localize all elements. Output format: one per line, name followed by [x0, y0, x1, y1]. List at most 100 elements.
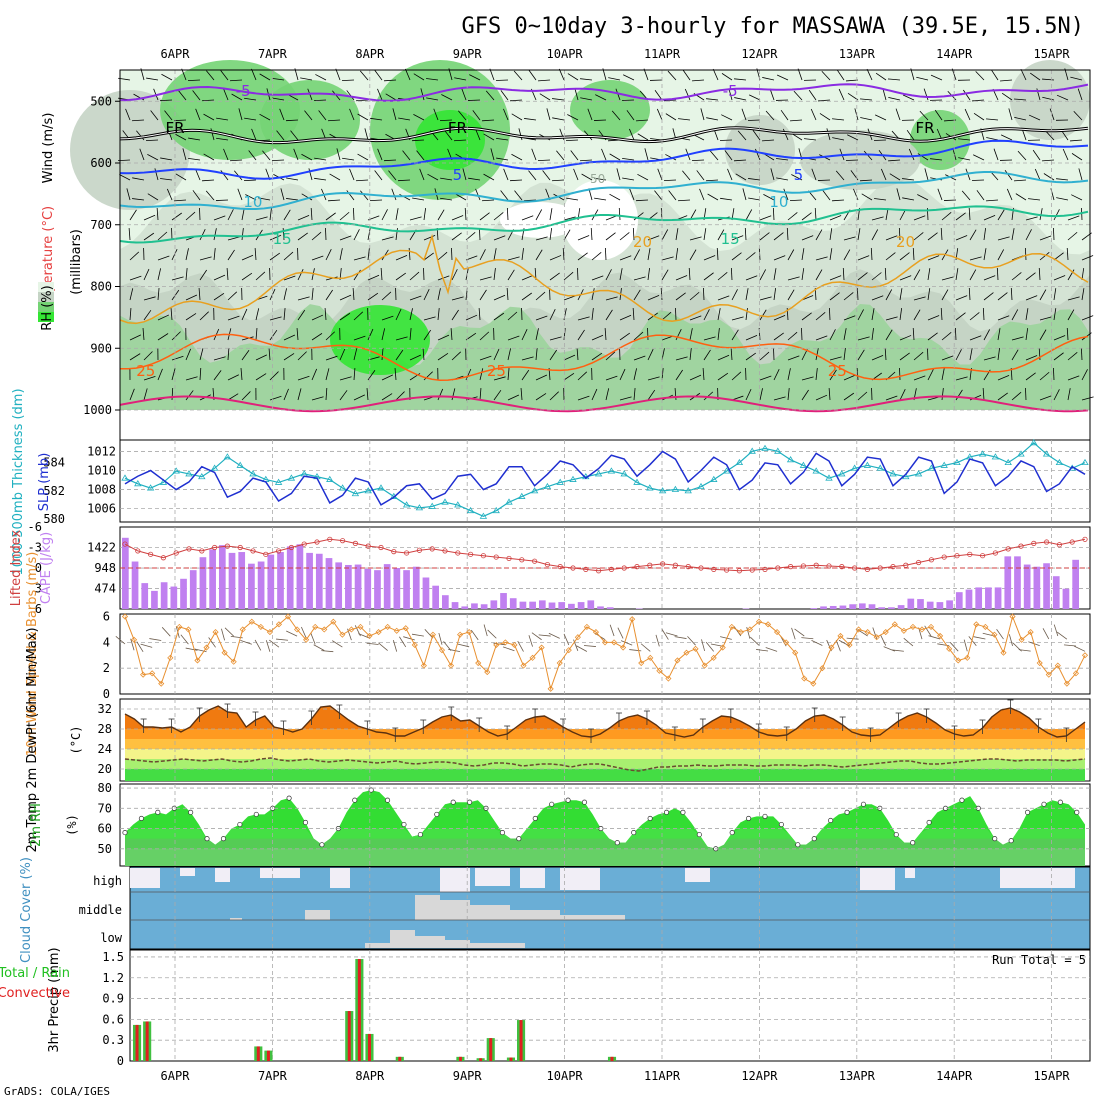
wind10m-barb	[548, 632, 560, 639]
upper-wind-barb	[227, 236, 240, 241]
upper-wind-barb	[700, 108, 705, 121]
upper-wind-barb	[860, 98, 873, 101]
upper-wind-barb	[220, 70, 229, 81]
upper-wind-barb	[125, 108, 131, 121]
cape-bar	[965, 589, 973, 609]
upper-wind-barb	[1025, 272, 1036, 281]
upper-wind-barb	[269, 371, 279, 381]
temp-band	[125, 769, 1085, 781]
wind10m-point	[574, 634, 581, 641]
upper-wind-barb	[633, 368, 637, 381]
upper-wind-barb	[976, 190, 985, 201]
upper-wind-barb	[283, 209, 291, 221]
upper-wind-barb	[143, 388, 148, 401]
upper-wind-barb	[314, 177, 327, 181]
lifted-index-point	[455, 550, 461, 556]
upper-wind-barb	[899, 389, 906, 401]
upper-wind-barb	[185, 248, 189, 261]
thickness-point	[121, 474, 129, 481]
cape-bar	[936, 602, 944, 609]
rh-point	[155, 809, 161, 815]
cloud-middle-fill	[305, 910, 330, 920]
upper-wind-barb	[521, 369, 530, 381]
wind10m-point	[964, 654, 971, 661]
wind10m-point	[755, 618, 763, 625]
wind10m-barb	[208, 637, 216, 648]
upper-wind-barb	[157, 231, 168, 241]
upper-wind-barb	[563, 372, 575, 381]
upper-wind-barb	[129, 334, 142, 341]
upper-wind-barb	[227, 348, 230, 361]
thickness-point	[210, 464, 219, 471]
upper-wind-barb	[353, 335, 366, 341]
wind10m-point	[610, 639, 618, 646]
upper-wind-barb	[637, 173, 649, 181]
upper-wind-barb	[668, 190, 677, 201]
rh-point	[302, 819, 309, 826]
cape-bar	[994, 587, 1002, 609]
upper-wind-barb	[871, 272, 882, 281]
upper-wind-barb	[857, 336, 870, 341]
upper-wind-barb	[251, 128, 257, 141]
cape-bar	[209, 549, 216, 609]
lifted-index-point	[775, 565, 781, 571]
wind10m-point	[701, 662, 708, 669]
wind10m-point	[846, 641, 853, 649]
upper-wind-barb	[590, 227, 593, 241]
upper-wind-barb	[969, 256, 982, 261]
thickness-point	[735, 458, 744, 466]
lifted-index-point	[992, 550, 999, 556]
upper-wind-barb	[538, 79, 551, 82]
upper-wind-barb	[871, 216, 884, 221]
temp2m-tick: 32	[98, 702, 112, 716]
upper-wind-barb	[549, 336, 562, 341]
lifted-index-point	[480, 553, 486, 559]
upper-wind-barb	[311, 333, 323, 341]
upper-wind-barb	[1056, 178, 1069, 181]
wind10m-point	[927, 623, 935, 630]
wind10m-barb	[655, 634, 660, 647]
upper-wind-barb	[605, 388, 610, 401]
rh-point	[631, 830, 637, 836]
wind10m-barb	[378, 642, 388, 651]
upper-wind-barb	[380, 268, 383, 281]
upper-wind-barb	[647, 389, 656, 401]
wind10m-barb	[301, 626, 307, 639]
upper-wind-barb	[493, 294, 506, 301]
wind10m-barb	[194, 648, 207, 653]
rh-legend-label: RH (%)	[40, 285, 55, 330]
upper-wind-barb	[437, 352, 449, 361]
upper-wind-barb	[215, 199, 229, 201]
upper-wind-barb	[731, 252, 742, 261]
upper-wind-barb	[157, 288, 160, 301]
upper-wind-barb	[885, 329, 893, 341]
upper-wind-barb	[479, 368, 484, 381]
wind10m-barb	[265, 640, 271, 652]
upper-wind-barb	[899, 335, 912, 341]
wind10m-point	[783, 639, 790, 646]
precip-axis: 00.30.60.91.21.5	[102, 950, 124, 1068]
upper-wind-barb	[199, 311, 209, 321]
upper-wind-barb	[521, 356, 534, 361]
top-date-9APR: 9APR	[453, 47, 483, 61]
upper-wind-barb	[171, 355, 184, 361]
upper-wind-barb	[906, 129, 915, 141]
upper-wind-barb	[126, 188, 131, 201]
cape-bar	[131, 561, 139, 609]
precip-grid	[130, 950, 1090, 1061]
wind10m-barb	[710, 643, 723, 647]
upper-wind-barb	[716, 247, 719, 261]
upper-wind-barb	[831, 199, 845, 202]
wind10m-point	[303, 636, 310, 643]
upper-wind-barb	[173, 119, 187, 122]
upper-wind-barb	[737, 130, 747, 141]
upper-wind-barb	[394, 368, 397, 381]
upper-wind-barb	[969, 229, 977, 241]
precip-convective-bar	[489, 1038, 493, 1061]
cape-bar	[1014, 556, 1021, 609]
upper-wind-barb	[661, 269, 669, 281]
temp2m-line	[124, 705, 1086, 738]
upper-wind-barb	[889, 173, 901, 181]
